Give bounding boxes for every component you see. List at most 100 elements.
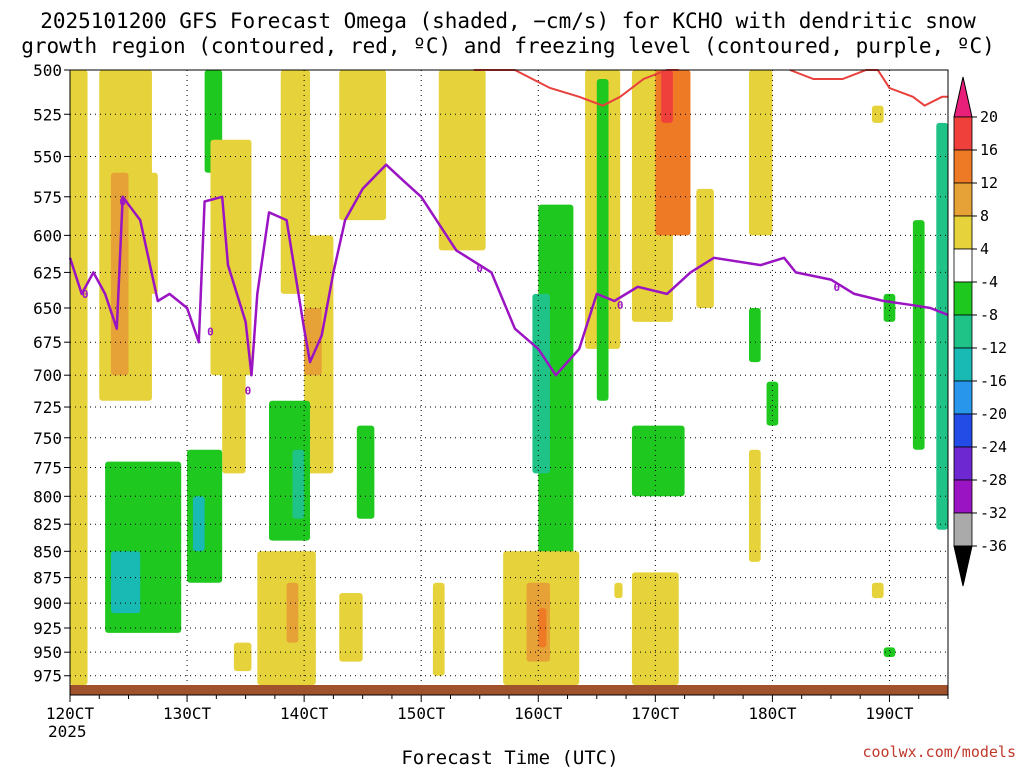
colorbar-cell-8 — [953, 347, 973, 382]
colorbar-cell-2 — [953, 149, 973, 184]
y-tick-label-11: 775 — [33, 459, 62, 478]
omega-cell-7 — [339, 70, 387, 221]
omega-cell-20 — [596, 79, 609, 401]
x-tick-label-5: 170CT — [631, 704, 680, 723]
y-tick-label-18: 950 — [33, 643, 62, 662]
omega-cell-43 — [614, 582, 623, 599]
colorbar-cell-4 — [953, 215, 973, 250]
x-tick-label-1: 130CT — [163, 704, 212, 723]
x-tick-label-4: 160CT — [514, 704, 563, 723]
omega-cell-42 — [631, 572, 679, 685]
omega-cell-45 — [871, 582, 884, 599]
omega-cell-11 — [438, 70, 486, 251]
colorbar-label-7: -12 — [980, 339, 1007, 357]
y-tick-label-19: 975 — [33, 667, 62, 686]
colorbar-label-4: 4 — [980, 240, 989, 258]
omega-cell-3 — [140, 172, 158, 294]
y-tick-label-1: 525 — [33, 105, 62, 124]
colorbar-label-2: 12 — [980, 174, 998, 192]
colorbar-bottom-arrow — [953, 545, 973, 587]
y-tick-label-12: 800 — [33, 487, 62, 506]
omega-cell-15 — [661, 70, 673, 123]
y-tick-label-8: 700 — [33, 366, 62, 385]
omega-cell-9 — [222, 293, 246, 474]
dendritic-growth-contour — [473, 69, 948, 107]
colorbar-cell-7 — [953, 314, 973, 349]
colorbar-cell-13 — [953, 512, 973, 547]
omega-cell-46 — [871, 105, 884, 123]
y-tick-label-6: 650 — [33, 299, 62, 318]
omega-cell-30 — [766, 381, 779, 426]
colorbar-label-10: -24 — [980, 438, 1007, 456]
colorbar-cell-10 — [953, 413, 973, 448]
omega-cell-29 — [748, 307, 761, 363]
colorbar-label-9: -20 — [980, 405, 1007, 423]
colorbar-label-1: 16 — [980, 141, 998, 159]
freezing-level-label-4: 0 — [476, 262, 483, 275]
colorbar-label-11: -28 — [980, 471, 1007, 489]
y-tick-label-15: 875 — [33, 569, 62, 588]
colorbar-label-3: 8 — [980, 207, 989, 225]
plot-area: 0 0 0 0 0 0 0 — [68, 69, 949, 696]
freezing-level-label-3: 0 — [245, 385, 252, 398]
x-year-label: 2025 — [48, 722, 87, 741]
colorbar-cell-6 — [953, 281, 973, 316]
omega-cell-47 — [233, 642, 252, 672]
credit-link[interactable]: coolwx.com/models — [862, 743, 1016, 761]
x-tick-label-7: 190CT — [865, 704, 914, 723]
y-tick-label-14: 850 — [33, 542, 62, 561]
omega-cell-28 — [631, 425, 685, 497]
ground-terrain — [70, 685, 948, 695]
colorbar-cell-3 — [953, 182, 973, 217]
omega-cell-41 — [538, 608, 547, 648]
dendritic-line-1 — [789, 69, 948, 107]
dendritic-line-0 — [473, 69, 679, 107]
omega-shading — [70, 70, 948, 685]
x-axis-title: Forecast Time (UTC) — [401, 747, 618, 768]
omega-cell-22 — [110, 551, 141, 614]
freezing-level-label-6: 0 — [833, 281, 840, 294]
y-tick-label-3: 575 — [33, 188, 62, 207]
x-axis: 120CT 130CT 140CT 150CT 160CT 170CT 180CT 190CT — [46, 695, 949, 723]
y-tick-label-7: 675 — [33, 333, 62, 352]
freezing-level-label-5: 0 — [617, 299, 624, 312]
y-tick-label-17: 925 — [33, 619, 62, 638]
colorbar-cell-5 — [953, 248, 973, 283]
omega-cell-37 — [339, 593, 363, 662]
colorbar-label-13: -36 — [980, 537, 1007, 555]
y-tick-label-0: 500 — [33, 61, 62, 80]
freezing-level-label-2: 0 — [207, 325, 214, 338]
freezing-level-line — [68, 163, 949, 377]
omega-cell-44 — [748, 449, 761, 562]
y-tick-label-9: 725 — [33, 398, 62, 417]
x-tick-label-2: 140CT — [280, 704, 329, 723]
y-tick-label-5: 625 — [33, 263, 62, 282]
y-tick-label-2: 550 — [33, 147, 62, 166]
freezing-level-label-0: 0 — [82, 288, 89, 301]
omega-cell-17 — [748, 70, 773, 236]
y-tick-label-10: 750 — [33, 429, 62, 448]
y-tick-label-13: 825 — [33, 515, 62, 534]
colorbar-label-8: -16 — [980, 372, 1007, 390]
omega-cell-19 — [532, 293, 550, 474]
chart-title-line-2: growth region (contoured, red, ºC) and f… — [21, 34, 995, 58]
colorbar-cell-9 — [953, 380, 973, 415]
colorbar-label-12: -32 — [980, 504, 1007, 522]
x-tick-label-3: 150CT — [397, 704, 446, 723]
omega-cell-32 — [936, 122, 948, 530]
colorbar-cell-11 — [953, 446, 973, 481]
omega-cell-36 — [286, 582, 299, 643]
colorbar-top-arrow — [953, 76, 973, 118]
omega-cell-34 — [883, 647, 896, 657]
omega-cell-31 — [912, 220, 925, 450]
omega-cell-38 — [432, 582, 445, 676]
omega-cell-24 — [192, 496, 205, 552]
omega-cell-16 — [696, 188, 714, 308]
colorbar: 20 16 12 8 4 -4 -8 -12 -16 -20 -24 -28 -32 -36 — [953, 76, 1007, 587]
colorbar-label-5: -4 — [980, 273, 998, 291]
y-tick-label-4: 600 — [33, 226, 62, 245]
omega-cell-27 — [356, 425, 375, 519]
chart-title-line-1: 2025101200 GFS Forecast Omega (shaded, −… — [40, 9, 976, 33]
colorbar-cell-1 — [953, 116, 973, 151]
